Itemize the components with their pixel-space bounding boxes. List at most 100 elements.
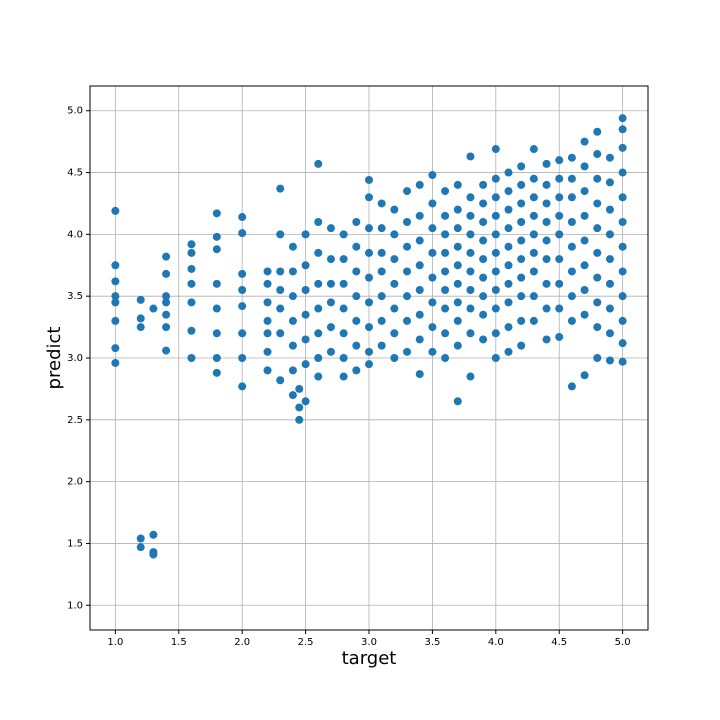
point <box>288 391 297 400</box>
point <box>441 304 450 313</box>
point <box>339 329 348 338</box>
point <box>162 292 171 301</box>
point <box>263 279 272 288</box>
y-tick-label: 2.5 <box>67 415 83 426</box>
point <box>415 310 424 319</box>
x-tick-label: 2.5 <box>298 637 314 648</box>
point <box>428 298 437 307</box>
point <box>162 346 171 355</box>
point <box>453 180 462 189</box>
point <box>339 304 348 313</box>
point <box>415 211 424 220</box>
point <box>479 180 488 189</box>
point <box>466 267 475 276</box>
point <box>403 347 412 356</box>
point <box>212 209 221 218</box>
point <box>238 213 247 222</box>
point <box>263 298 272 307</box>
point <box>580 137 589 146</box>
point <box>352 242 361 251</box>
point <box>618 143 627 152</box>
point <box>529 211 538 220</box>
point <box>339 230 348 239</box>
point <box>111 292 120 301</box>
point <box>111 298 120 307</box>
point <box>136 543 145 552</box>
point <box>517 180 526 189</box>
point <box>517 199 526 208</box>
point <box>605 356 614 365</box>
point <box>365 323 373 332</box>
point <box>111 261 120 270</box>
point <box>529 248 538 257</box>
point <box>365 248 373 257</box>
point <box>453 261 462 270</box>
point <box>288 316 297 325</box>
point <box>453 242 462 251</box>
point <box>491 304 500 313</box>
point <box>263 316 272 325</box>
point <box>453 279 462 288</box>
point <box>605 279 614 288</box>
x-tick-label: 4.5 <box>551 637 567 648</box>
point <box>491 286 500 294</box>
point <box>529 193 538 202</box>
point <box>517 162 526 171</box>
point <box>555 193 564 202</box>
point <box>390 329 399 338</box>
point <box>618 168 627 177</box>
point <box>605 153 614 162</box>
point <box>339 354 348 362</box>
point <box>301 360 310 369</box>
point <box>212 279 221 288</box>
point <box>136 323 145 332</box>
point <box>288 292 297 301</box>
x-tick-label: 1.0 <box>107 637 123 648</box>
point <box>593 323 602 332</box>
point <box>491 354 500 362</box>
point <box>276 184 285 193</box>
point <box>326 255 335 264</box>
point <box>415 335 424 344</box>
point <box>377 316 386 325</box>
point <box>314 372 323 381</box>
point <box>428 199 437 208</box>
point <box>295 415 304 424</box>
point <box>263 347 272 356</box>
point <box>365 347 373 356</box>
point <box>441 286 450 294</box>
y-axis-label: predict <box>44 327 65 390</box>
point <box>567 267 576 276</box>
point <box>162 269 171 278</box>
point <box>187 279 196 288</box>
point <box>466 193 475 202</box>
point <box>555 230 564 239</box>
point <box>187 240 196 249</box>
point <box>212 354 221 362</box>
point <box>326 323 335 332</box>
point <box>504 323 513 332</box>
point <box>567 153 576 162</box>
point <box>352 267 361 276</box>
point <box>542 180 551 189</box>
point <box>529 145 538 154</box>
point <box>567 218 576 226</box>
point <box>593 150 602 158</box>
point <box>618 125 627 134</box>
point <box>453 298 462 307</box>
point <box>567 316 576 325</box>
point <box>517 316 526 325</box>
point <box>162 310 171 319</box>
point <box>466 304 475 313</box>
point <box>428 224 437 233</box>
point <box>187 298 196 307</box>
point <box>428 323 437 332</box>
point <box>555 174 564 183</box>
point <box>314 329 323 338</box>
point <box>542 304 551 313</box>
point <box>504 242 513 251</box>
point <box>491 145 500 154</box>
point <box>365 193 373 202</box>
point <box>453 316 462 325</box>
